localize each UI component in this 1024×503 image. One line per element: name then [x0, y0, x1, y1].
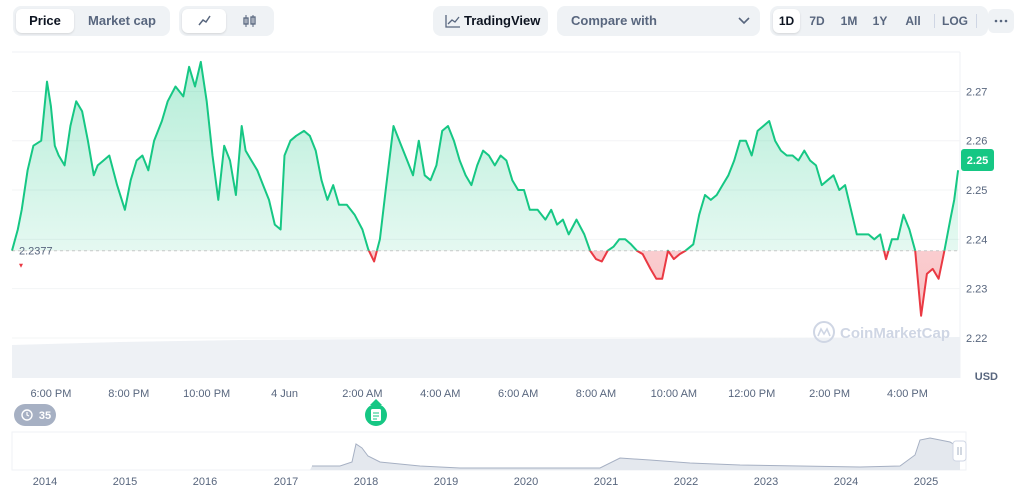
line-chart-button[interactable]	[182, 9, 226, 33]
year-label-2021: 2021	[594, 476, 618, 488]
event-marker[interactable]	[365, 399, 387, 426]
navigator[interactable]	[11, 431, 967, 471]
watermark-text: CoinMarketCap	[840, 325, 950, 342]
price-marketcap-toggle: Price Market cap	[13, 6, 170, 36]
x-tick-label: 4 Jun	[271, 388, 298, 400]
chevron-down-icon	[738, 17, 750, 25]
y-tick-label: 2.26	[966, 136, 987, 148]
compare-with-label: Compare with	[571, 13, 657, 28]
year-label-2023: 2023	[754, 476, 778, 488]
coinmarketcap-logo-icon	[813, 321, 835, 343]
current-price-label: 2.25	[967, 155, 988, 167]
price-tab[interactable]: Price	[16, 9, 74, 33]
document-event-icon	[371, 409, 381, 421]
x-tick-label: 4:00 PM	[887, 388, 928, 400]
x-axis: 6:00 PM 8:00 PM 10:00 PM 4 Jun 2:00 AM 4:00 A…	[30, 388, 927, 400]
price-line-above-baseline	[11, 60, 960, 251]
marketcap-tab[interactable]: Market cap	[88, 13, 156, 28]
year-label-2015: 2015	[113, 476, 137, 488]
year-label-2018: 2018	[354, 476, 378, 488]
range-all[interactable]: All	[905, 14, 921, 28]
tradingview-label: TradingView	[464, 13, 541, 28]
year-label-2025: 2025	[914, 476, 938, 488]
year-label-2014: 2014	[33, 476, 57, 488]
y-unit-label: USD	[975, 371, 998, 383]
x-tick-label: 8:00 PM	[108, 388, 149, 400]
x-tick-label: 10:00 PM	[183, 388, 230, 400]
time-range-selector: 1D 7D 1M 1Y All LOG	[770, 6, 988, 36]
y-tick-label: 2.22	[966, 333, 987, 345]
chart-type-toggle	[179, 6, 274, 36]
watermark: CoinMarketCap	[813, 321, 950, 343]
tradingview-button[interactable]: TradingView	[433, 6, 548, 36]
baseline-down-marker	[19, 263, 23, 268]
year-label-2017: 2017	[274, 476, 298, 488]
x-tick-label: 12:00 PM	[728, 388, 775, 400]
navigator-handle[interactable]	[952, 440, 967, 462]
year-label-2024: 2024	[834, 476, 858, 488]
x-tick-label: 2:00 PM	[809, 388, 850, 400]
y-tick-label: 2.27	[966, 86, 987, 98]
price-area-above-baseline	[12, 61, 959, 251]
range-1y[interactable]: 1Y	[872, 14, 888, 28]
year-label-2019: 2019	[434, 476, 458, 488]
navigator-year-axis: 2014 2015 2016 2017 2018 2019 2020 2021 …	[33, 476, 938, 488]
y-axis: 2.22 2.23 2.24 2.25 2.26 2.27	[966, 86, 987, 345]
year-label-2022: 2022	[674, 476, 698, 488]
range-7d[interactable]: 7D	[809, 14, 825, 28]
current-price-badge	[961, 149, 994, 171]
log-toggle[interactable]: LOG	[942, 14, 968, 28]
y-tick-label: 2.24	[966, 234, 987, 246]
x-tick-label: 6:00 PM	[30, 388, 71, 400]
x-tick-label: 8:00 AM	[576, 388, 616, 400]
candlestick-icon	[243, 15, 256, 27]
more-dots-icon	[994, 19, 1008, 23]
compare-with-select[interactable]: Compare with	[557, 6, 760, 36]
range-1d[interactable]: 1D	[773, 9, 800, 33]
more-options-button[interactable]	[988, 9, 1014, 33]
range-divider	[934, 14, 935, 28]
history-icon	[21, 409, 33, 421]
y-tick-label: 2.25	[966, 185, 987, 197]
log-divider	[976, 14, 977, 28]
baseline-label: 2.2377	[19, 246, 53, 258]
line-chart-icon	[198, 15, 211, 26]
x-tick-label: 6:00 AM	[498, 388, 538, 400]
navigator-history-line	[312, 437, 961, 469]
x-tick-label: 4:00 AM	[420, 388, 460, 400]
history-badge[interactable]: 35	[14, 404, 56, 426]
candlestick-button[interactable]	[229, 9, 271, 33]
chart-toolbar: Price Market cap TradingView Compare wit…	[0, 0, 1024, 44]
volume-band	[12, 337, 960, 378]
tradingview-icon	[445, 15, 460, 28]
history-badge-count: 35	[39, 410, 51, 422]
y-tick-label: 2.23	[966, 284, 987, 296]
x-tick-label: 2:00 AM	[342, 388, 382, 400]
range-1m[interactable]: 1M	[840, 14, 858, 28]
year-label-2020: 2020	[514, 476, 538, 488]
x-tick-label: 10:00 AM	[651, 388, 697, 400]
year-label-2016: 2016	[193, 476, 217, 488]
